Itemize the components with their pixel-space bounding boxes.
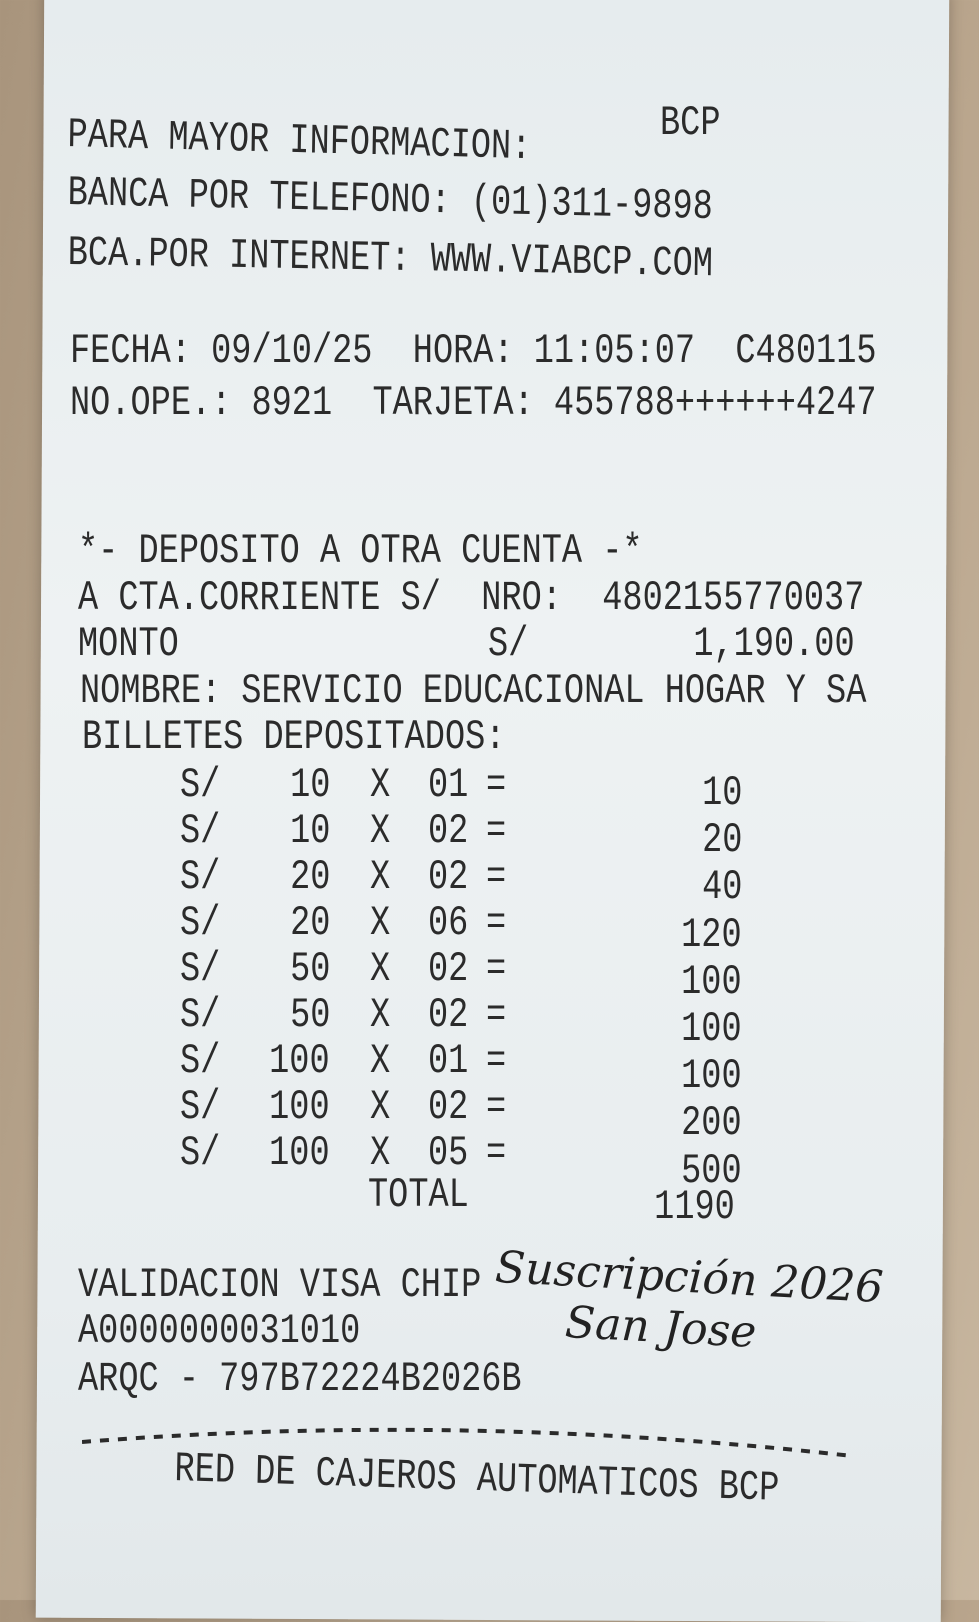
bill-amt: 20 [701, 816, 742, 865]
bank-name: BCP [660, 99, 721, 147]
bill-den: 10 [289, 761, 330, 809]
bill-qty: 06 [428, 899, 469, 947]
total-value: 1190 [654, 1183, 735, 1231]
bill-amt: 100 [681, 957, 743, 1006]
amount-currency: S/ [488, 620, 529, 668]
handwritten-note-line2: San Jose [563, 1297, 758, 1358]
bill-cur: S/ [180, 991, 221, 1039]
bill-amt: 200 [681, 1099, 743, 1148]
bill-eq: = [486, 807, 507, 855]
aid-code: A0000000031010 [78, 1307, 361, 1355]
beneficiary-name: NOMBRE: SERVICIO EDUCACIONAL HOGAR Y SA [80, 667, 867, 715]
account-line: A CTA.CORRIENTE S/ NRO: 4802155770037 [78, 574, 865, 622]
bills-label: BILLETES DEPOSITADOS: [82, 713, 506, 761]
bill-den: 100 [269, 1083, 331, 1131]
total-label: TOTAL [368, 1171, 469, 1219]
dashed-separator [82, 1427, 852, 1458]
bill-eq: = [486, 945, 507, 993]
bill-cur: S/ [180, 761, 221, 809]
amount-label: MONTO [78, 620, 179, 668]
bill-cur: S/ [180, 1129, 221, 1177]
bill-eq: = [486, 1083, 507, 1131]
bill-den: 50 [289, 991, 330, 1039]
bill-den: 20 [289, 853, 330, 901]
bill-eq: = [486, 899, 507, 947]
bill-amt: 120 [681, 910, 743, 959]
bill-x: X [370, 807, 391, 855]
bill-qty: 02 [428, 853, 469, 901]
bill-cur: S/ [180, 1037, 221, 1085]
bill-cur: S/ [180, 1083, 221, 1131]
bill-x: X [370, 1129, 391, 1177]
bill-x: X [370, 945, 391, 993]
bill-eq: = [486, 1037, 507, 1085]
bill-eq: = [486, 761, 507, 809]
bill-amt: 40 [701, 863, 742, 912]
bill-cur: S/ [180, 945, 221, 993]
bill-eq: = [486, 991, 507, 1039]
bill-amt: 10 [701, 769, 742, 817]
bill-eq: = [486, 853, 507, 901]
validation-title: VALIDACION VISA CHIP [78, 1261, 482, 1309]
bill-eq: = [486, 1129, 507, 1177]
bill-x: X [370, 899, 391, 947]
bill-den: 100 [269, 1037, 331, 1085]
bill-amt: 100 [681, 1005, 743, 1053]
bill-den: 100 [269, 1129, 331, 1177]
bill-amt: 500 [681, 1146, 743, 1195]
bill-x: X [370, 853, 391, 901]
bill-den: 50 [289, 945, 330, 993]
bill-den: 20 [289, 899, 330, 947]
bill-qty: 01 [428, 1037, 469, 1085]
arqc-code: ARQC - 797B72224B2026B [78, 1355, 522, 1403]
bill-x: X [370, 1083, 391, 1131]
bill-cur: S/ [180, 899, 221, 947]
date-time-line: FECHA: 09/10/25 HORA: 11:05:07 C480115 [70, 327, 877, 375]
bill-x: X [370, 1037, 391, 1085]
bill-qty: 02 [428, 807, 469, 855]
bill-qty: 01 [428, 761, 469, 809]
bill-amt: 100 [681, 1052, 743, 1101]
bill-qty: 02 [428, 945, 469, 993]
deposit-title: *- DEPOSITO A OTRA CUENTA -* [78, 527, 643, 575]
bill-cur: S/ [180, 807, 221, 855]
operation-card-line: NO.OPE.: 8921 TARJETA: 455788++++++4247 [70, 379, 877, 427]
bill-x: X [370, 991, 391, 1039]
bill-x: X [370, 761, 391, 809]
amount-value: 1,190.00 [693, 620, 855, 668]
bill-den: 10 [289, 807, 330, 855]
bill-cur: S/ [180, 853, 221, 901]
bill-qty: 02 [428, 1083, 469, 1131]
bill-qty: 05 [428, 1129, 469, 1177]
bill-qty: 02 [428, 991, 469, 1039]
internet-banking: BCA.POR INTERNET: WWW.VIABCP.COM [67, 229, 714, 289]
